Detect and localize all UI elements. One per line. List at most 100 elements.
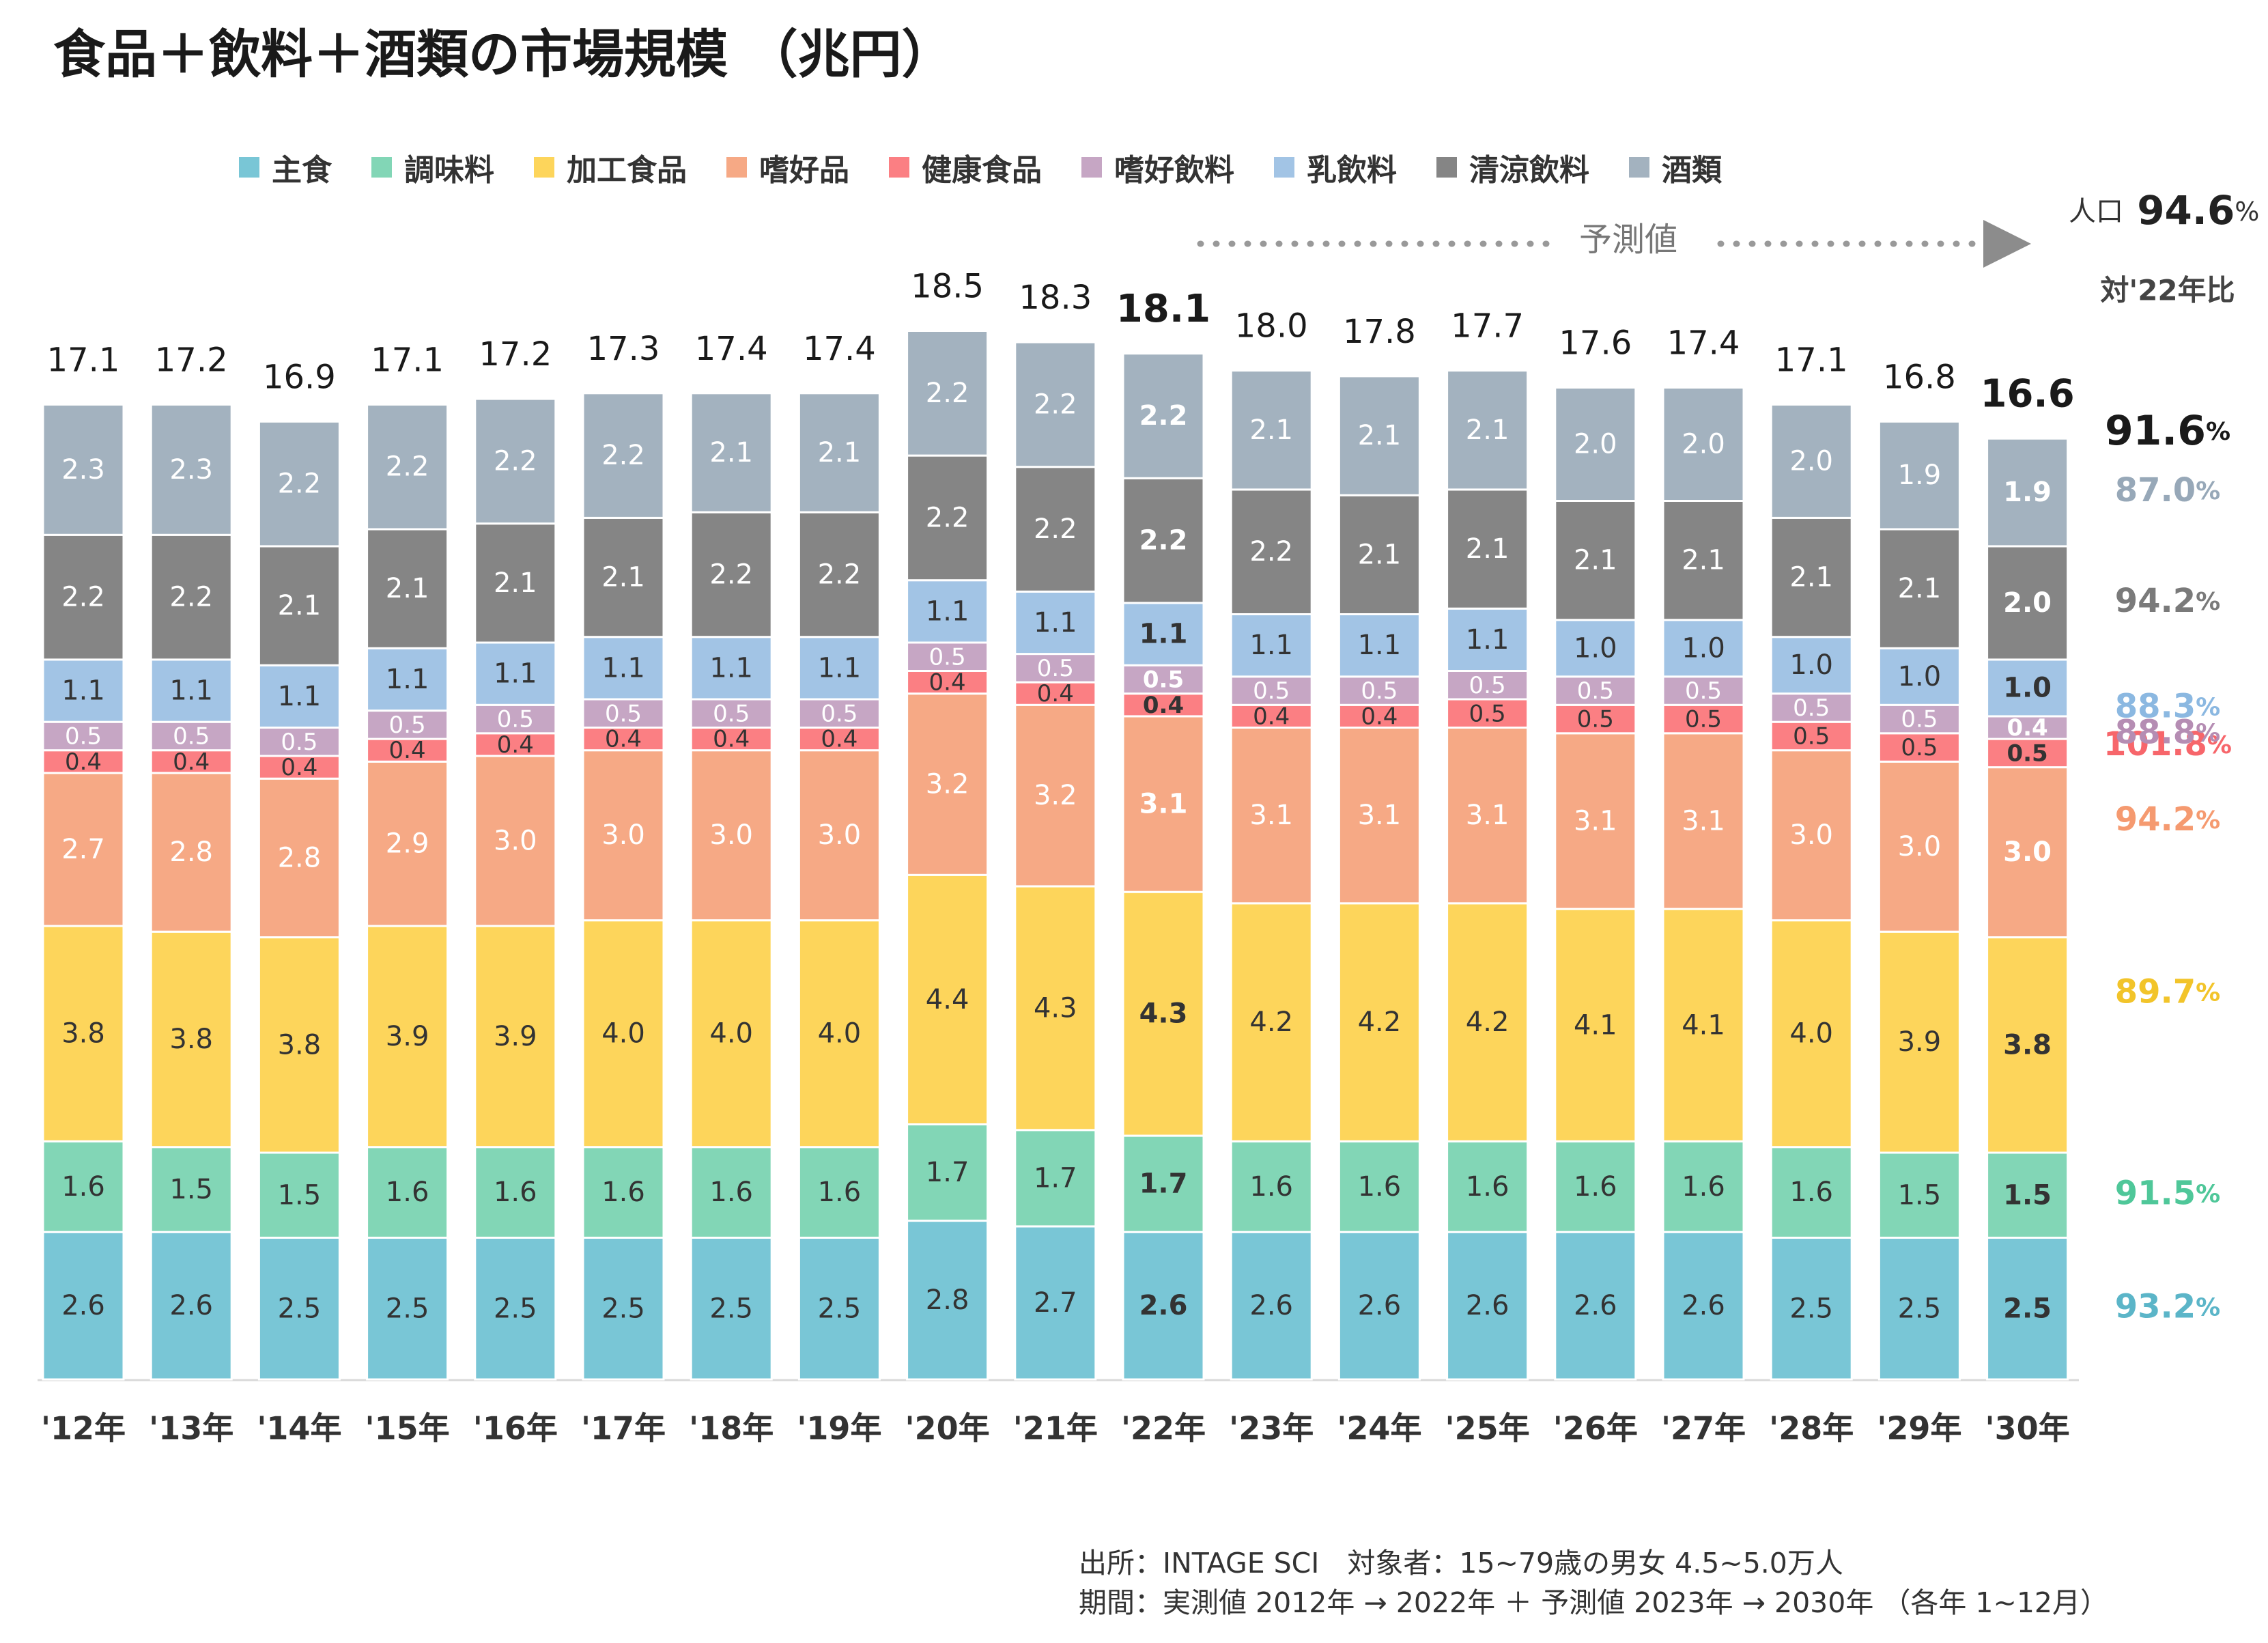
- bar-segment: [797, 392, 881, 514]
- legend-swatch: [1629, 157, 1649, 178]
- bar-segment: [150, 772, 233, 933]
- x-tick-label: '24年: [1337, 1410, 1421, 1447]
- bar-segment: [366, 738, 449, 763]
- bar-segment: [257, 664, 341, 729]
- segment-value-label: 1.6: [1466, 1171, 1509, 1203]
- bar-total-label: 17.1: [47, 341, 120, 379]
- segment-value-label: 3.8: [2003, 1029, 2052, 1061]
- segment-value-label: 1.0: [2003, 672, 2052, 703]
- bar-segment: [474, 1146, 557, 1239]
- legend-label: 調味料: [404, 153, 494, 188]
- bar-segment: [1230, 613, 1313, 678]
- series-ratio-label: 101.8%: [2103, 725, 2232, 763]
- segment-value-label: 3.9: [386, 1021, 429, 1052]
- segment-value-label: 2.9: [386, 828, 429, 860]
- segment-value-label: 0.4: [281, 754, 317, 781]
- bar-segment: [1662, 908, 1745, 1142]
- bar-total-label: 18.5: [911, 268, 984, 306]
- segment-value-label: 0.4: [173, 748, 210, 776]
- segment-value-label: 2.2: [1034, 514, 1077, 545]
- legend-item: 調味料: [371, 145, 494, 189]
- bar-segment: [1770, 919, 1853, 1149]
- segment-value-label: 4.0: [1789, 1018, 1833, 1050]
- segment-value-label: 0.4: [2007, 714, 2047, 742]
- bar-segment: [1877, 930, 1961, 1154]
- bar-segment: [1554, 387, 1637, 502]
- bar-total-label: 18.0: [1235, 307, 1308, 346]
- segment-value-label: 2.5: [1898, 1293, 1942, 1324]
- bar-segment: [150, 1231, 233, 1381]
- segment-value-label: 1.1: [1358, 630, 1402, 661]
- segment-value-label: 3.1: [1139, 789, 1188, 820]
- x-tick-label: '18年: [689, 1410, 774, 1447]
- segment-value-label: 1.7: [1139, 1168, 1188, 1200]
- segment-value-label: 2.1: [818, 437, 862, 468]
- x-tick-label: '16年: [473, 1410, 558, 1447]
- segment-value-label: 3.0: [818, 819, 862, 851]
- legend-item: 清涼飲料: [1436, 145, 1589, 189]
- population-label: 人口 94.6%: [2069, 187, 2259, 234]
- bar-segment: [1986, 1237, 2069, 1381]
- bar-segment: [797, 1237, 881, 1381]
- segment-value-label: 2.2: [1034, 389, 1077, 420]
- segment-value-label: 2.1: [709, 437, 753, 468]
- bar-segment: [1986, 738, 2069, 769]
- segment-value-label: 2.1: [1466, 533, 1509, 565]
- segment-value-label: 2.1: [278, 590, 322, 621]
- bar-segment: [366, 1237, 449, 1381]
- bar-segment: [1662, 1140, 1745, 1233]
- segment-value-label: 2.5: [386, 1293, 429, 1324]
- bar-segment: [1770, 636, 1853, 695]
- legend-swatch: [534, 157, 554, 178]
- bar-segment: [1014, 341, 1097, 468]
- legend-label: 健康食品: [922, 153, 1042, 188]
- bar-segment: [42, 925, 125, 1142]
- segment-value-label: 2.1: [1789, 562, 1833, 593]
- bar-segment: [1554, 675, 1637, 706]
- segment-value-label: 1.1: [278, 681, 322, 712]
- x-tick-label: '22年: [1121, 1410, 1206, 1447]
- segment-value-label: 3.1: [1249, 800, 1293, 831]
- segment-value-label: 2.7: [61, 834, 105, 865]
- bar-segment: [257, 755, 341, 780]
- legend-item: 健康食品: [889, 145, 1042, 189]
- bar-segment: [474, 925, 557, 1149]
- segment-value-label: 2.2: [601, 440, 645, 471]
- legend: 主食 調味料 加工食品 嗜好品 健康食品 嗜好飲料 乳飲料 清涼飲料 酒類: [239, 147, 1761, 188]
- bar-segment: [1122, 692, 1205, 718]
- segment-value-label: 2.8: [926, 1284, 969, 1316]
- segment-value-label: 2.8: [278, 842, 322, 873]
- segment-value-label: 0.5: [1253, 677, 1290, 705]
- x-tick-label: '14年: [257, 1410, 341, 1447]
- segment-value-label: 1.6: [1358, 1171, 1402, 1203]
- segment-value-label: 2.2: [926, 502, 969, 533]
- bar-segment: [1014, 1129, 1097, 1228]
- segment-value-label: 1.1: [386, 664, 429, 695]
- segment-value-label: 2.1: [386, 573, 429, 604]
- source-line-2: 期間：実測値 2012年 → 2022年 ＋ 予測値 2023年 → 2030年…: [1079, 1586, 2109, 1619]
- segment-value-label: 2.5: [2003, 1293, 2052, 1324]
- segment-value-label: 1.7: [1034, 1162, 1077, 1194]
- legend-label: 加工食品: [567, 153, 687, 188]
- segment-value-label: 2.1: [1249, 415, 1293, 446]
- bar-segment: [1014, 703, 1097, 888]
- bar-segment: [150, 533, 233, 661]
- segment-value-label: 0.4: [713, 726, 750, 753]
- bar-segment: [1337, 613, 1421, 678]
- segment-value-label: 1.5: [169, 1174, 213, 1205]
- bar-segment: [1554, 732, 1637, 910]
- segment-value-label: 0.5: [1577, 706, 1614, 733]
- segment-value-label: 1.6: [1682, 1171, 1725, 1203]
- segment-value-label: 0.4: [1253, 703, 1290, 730]
- bar-total-label: 17.4: [803, 330, 876, 368]
- bar-segment: [797, 1146, 881, 1239]
- legend-swatch: [1436, 157, 1457, 178]
- legend-swatch: [1081, 157, 1102, 178]
- bar-total-label: 17.7: [1451, 307, 1524, 346]
- bar-segment: [1986, 437, 2069, 548]
- segment-value-label: 3.2: [1034, 780, 1077, 811]
- series-ratio-label: 91.5%: [2115, 1174, 2221, 1212]
- series-ratio-label: 88.8%: [2115, 714, 2221, 752]
- bar-segment: [366, 760, 449, 927]
- x-tick-label: '13年: [149, 1410, 233, 1447]
